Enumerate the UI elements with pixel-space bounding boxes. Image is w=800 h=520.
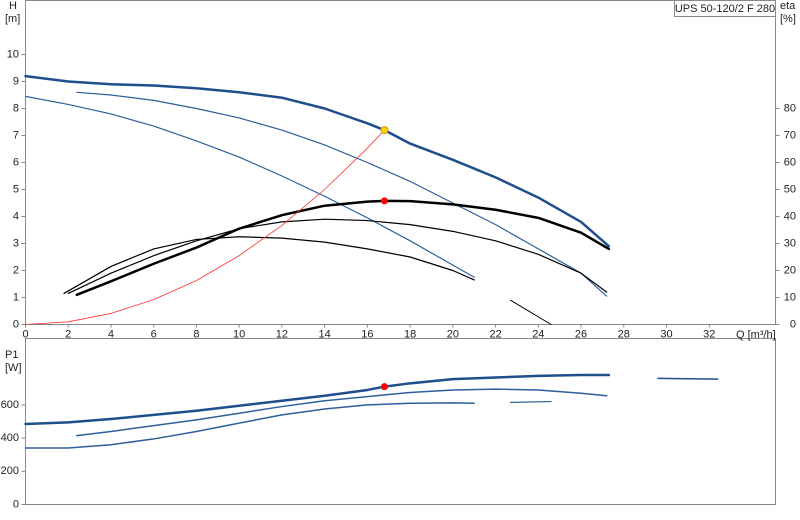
y2-tick-label: 30 (784, 237, 796, 249)
x-tick-label: 32 (703, 328, 715, 340)
y-tick-label: 0 (13, 498, 19, 510)
series-line (657, 377, 719, 380)
operating-point (380, 383, 388, 391)
y-label: H (9, 0, 17, 12)
x-tick-label: 18 (404, 328, 416, 340)
x-tick-label: 24 (532, 328, 544, 340)
plot-frame (25, 338, 776, 505)
y2-tick-label: 20 (784, 264, 796, 276)
series-line (67, 218, 608, 295)
series-line (24, 373, 611, 426)
x-tick-label: 22 (489, 328, 501, 340)
y2-unit: [%] (780, 13, 796, 25)
y-tick-label: 0 (13, 318, 19, 330)
series-line (75, 199, 611, 297)
x-tick-label: 30 (660, 328, 672, 340)
y2-tick-label: 10 (784, 291, 796, 303)
y-tick-label: 600 (1, 399, 19, 411)
y-tick-label: 4 (13, 210, 19, 222)
y2-tick-label: 80 (784, 102, 796, 114)
title-box (674, 0, 776, 17)
y-tick-label: 10 (7, 48, 19, 60)
y2-tick-label: 50 (784, 183, 796, 195)
x-tick-label: 12 (276, 328, 288, 340)
y-tick-label: 200 (1, 465, 19, 477)
series-line (76, 91, 608, 297)
y2-tick-label: 0 (790, 318, 796, 330)
series-line (24, 95, 475, 278)
operating-point (380, 197, 388, 205)
x-tick-label: 4 (108, 328, 114, 340)
series-line (76, 388, 608, 437)
x-label: Q [m³/h] (736, 329, 776, 341)
y-unit: [m] (5, 13, 20, 25)
x-tick-label: 6 (151, 328, 157, 340)
y-tick-label: 2 (13, 264, 19, 276)
chart-title: UPS 50-120/2 F 280 (675, 3, 775, 15)
y-unit: [W] (5, 362, 22, 374)
series-line (509, 400, 552, 404)
series-line (510, 299, 552, 325)
series-line (63, 236, 475, 295)
y-label: P1 (5, 349, 18, 361)
x-tick-label: 14 (319, 328, 331, 340)
series-line (24, 74, 611, 248)
x-tick-label: 16 (361, 328, 373, 340)
y2-label: eta (780, 0, 796, 12)
x-tick-label: 10 (233, 328, 245, 340)
x-tick-label: 26 (575, 328, 587, 340)
y-tick-label: 400 (1, 432, 19, 444)
y-tick-label: 5 (13, 183, 19, 195)
x-tick-label: 20 (447, 328, 459, 340)
plot-frame (25, 0, 776, 325)
y2-tick-label: 70 (784, 129, 796, 141)
x-tick-label: 0 (22, 328, 28, 340)
y-tick-label: 3 (13, 237, 19, 249)
y-tick-label: 9 (13, 75, 19, 87)
x-tick-label: 28 (618, 328, 630, 340)
series-line (24, 402, 475, 449)
x-tick-label: 8 (193, 328, 199, 340)
x-tick-label: 2 (65, 328, 71, 340)
y-tick-label: 1 (13, 291, 19, 303)
series-line (25, 129, 385, 325)
y-tick-label: 8 (13, 102, 19, 114)
y-tick-label: 6 (13, 156, 19, 168)
y2-tick-label: 40 (784, 210, 796, 222)
y-tick-label: 7 (13, 129, 19, 141)
y2-tick-label: 60 (784, 156, 796, 168)
operating-point (380, 126, 389, 135)
